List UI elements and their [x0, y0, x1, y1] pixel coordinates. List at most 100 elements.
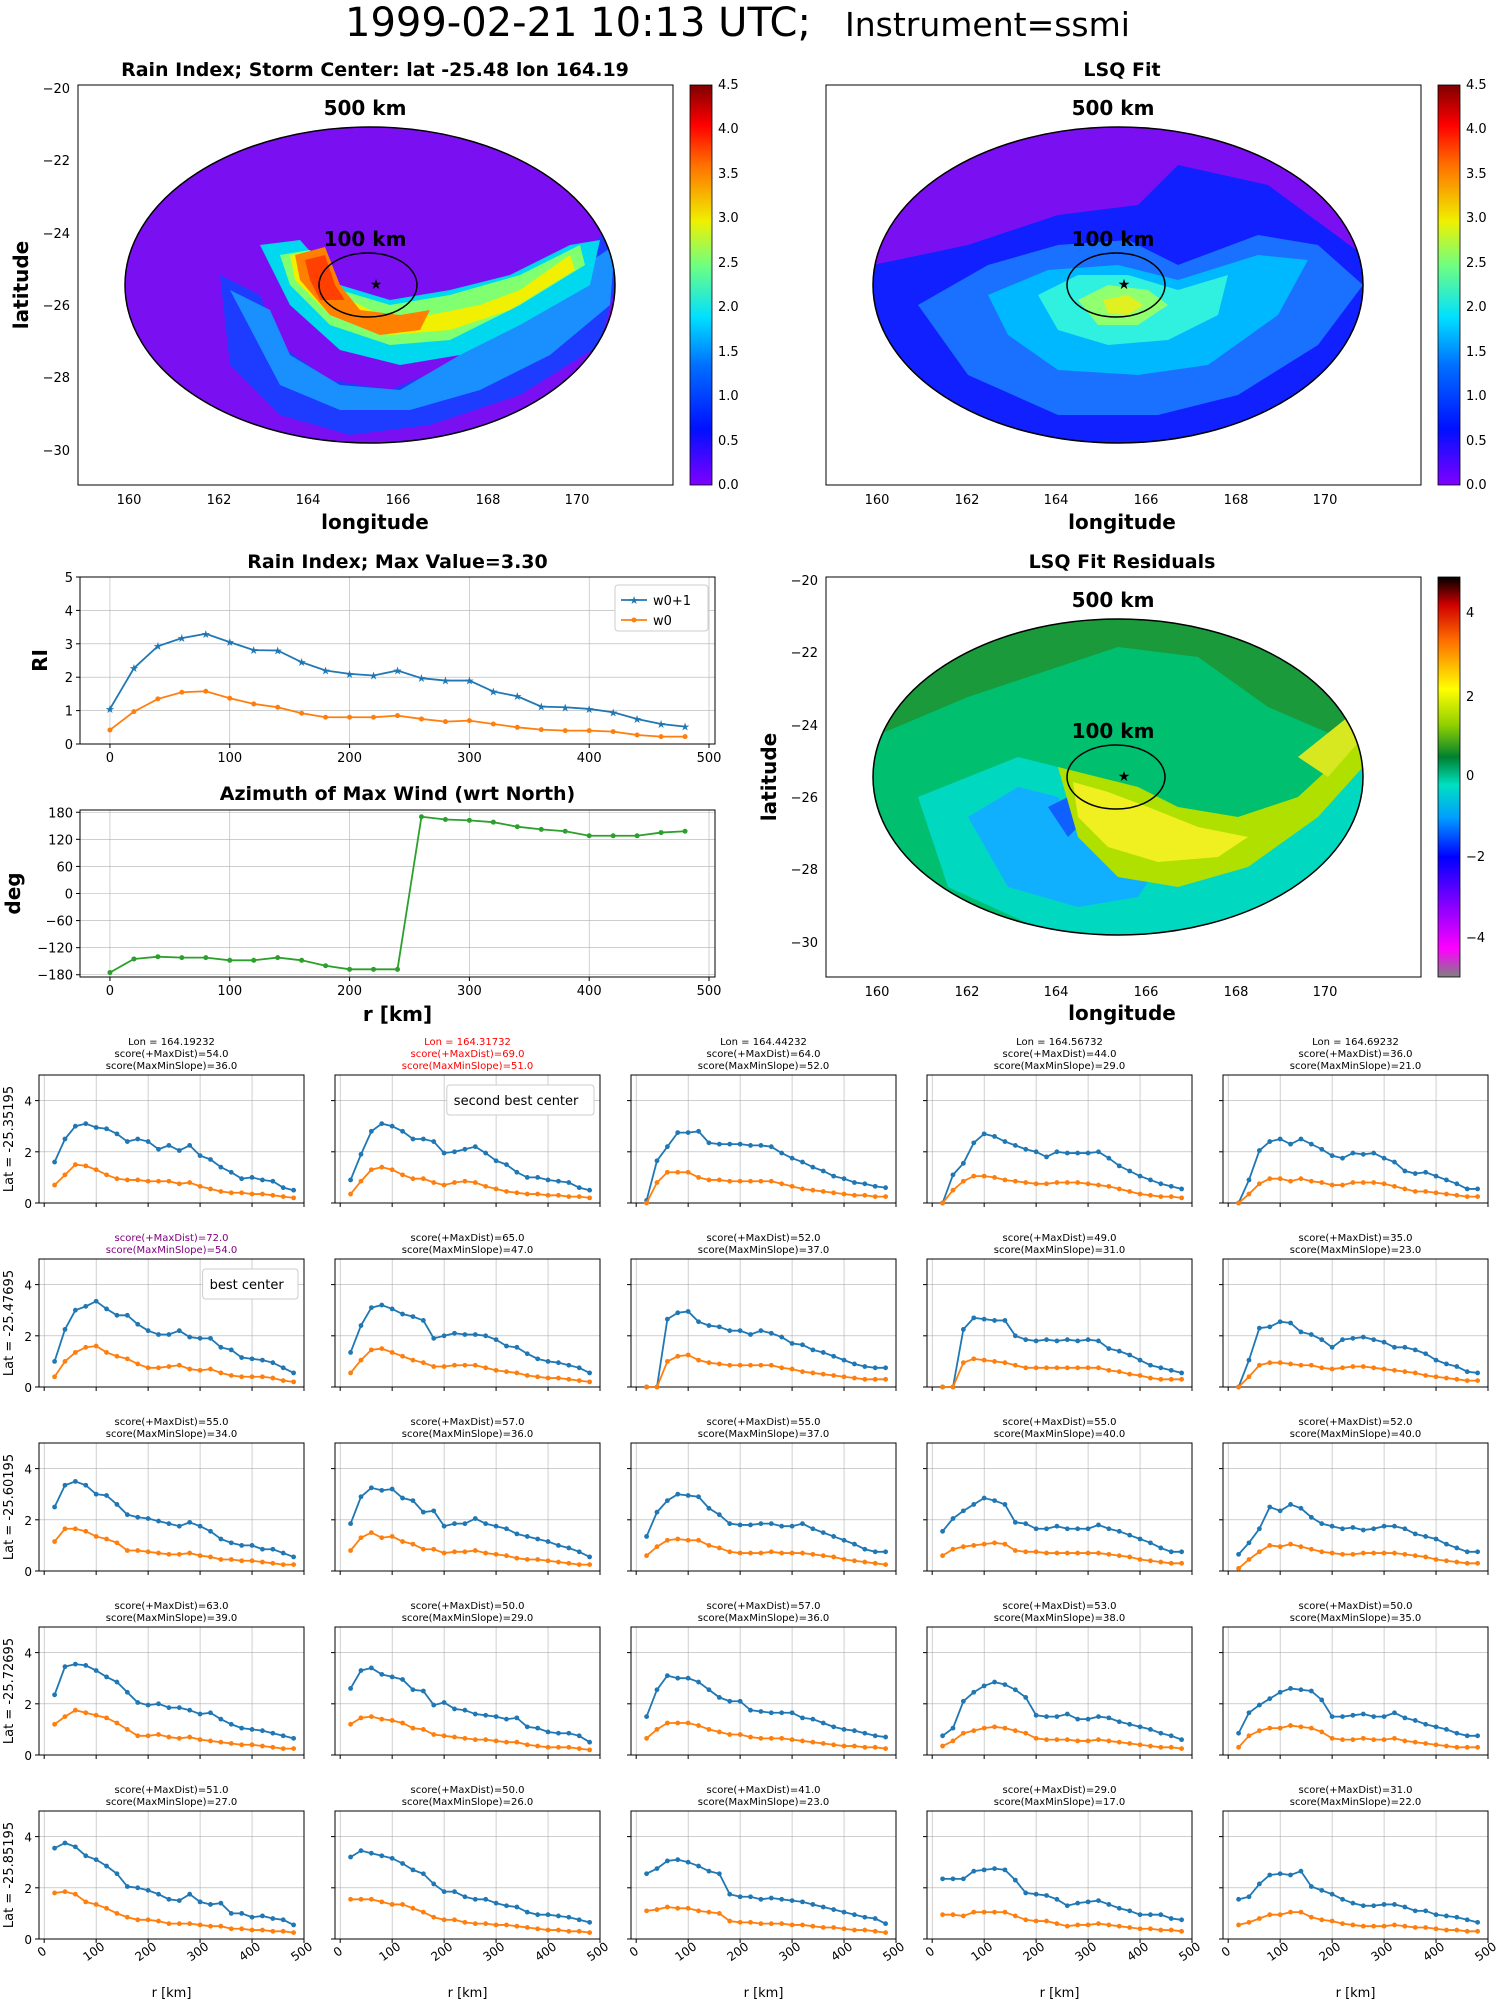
- grid-series-blue-point: [852, 1180, 857, 1185]
- grid-series-orange-point: [1236, 1744, 1241, 1750]
- grid-series-blue-point: [1298, 1329, 1304, 1335]
- grid-series-orange-point: [348, 1896, 353, 1902]
- grid-series-blue-point: [1106, 1715, 1112, 1721]
- y-tick-label: 4: [24, 1463, 32, 1477]
- ri-series-point: ★: [321, 665, 331, 678]
- grid-series-blue-point: [1433, 1357, 1439, 1363]
- grid-series-blue-point: [1392, 1344, 1397, 1350]
- grid-series-orange-point: [156, 1365, 161, 1371]
- grid-panel-header: score(+MaxDist)=63.0: [115, 1601, 229, 1612]
- azimuth-profile-chart: 0 100 200 300 400 500180120600−60−120−180Azim…: [1, 783, 721, 1026]
- grid-series-orange-point: [1475, 1744, 1481, 1750]
- grid-series-blue-point: [883, 1921, 889, 1927]
- grid-series-blue-point: [872, 1916, 878, 1921]
- az-title: Azimuth of Max Wind (wrt North): [220, 783, 576, 805]
- grid-series-blue-point: [1002, 1867, 1008, 1873]
- grid-series-blue-point: [960, 1508, 966, 1514]
- rain-map-cbar-tick: 2.5: [718, 256, 739, 271]
- grid-panel: score(+MaxDist)=49.0score(MaxMinSlope)=3…: [923, 1233, 1193, 1391]
- grid-series-blue-point: [1044, 1893, 1049, 1898]
- grid-series-blue-point: [1423, 1169, 1429, 1175]
- grid-series-orange-point: [114, 1353, 120, 1359]
- grid-series-blue-point: [1454, 1364, 1460, 1369]
- grid-series-blue-point: [1288, 1141, 1293, 1147]
- grid-series-orange-point: [135, 1917, 141, 1923]
- grid-series-blue-point: [654, 1866, 660, 1871]
- grid-series-blue-point: [1381, 1523, 1387, 1529]
- grid-series-orange-point: [1075, 1922, 1081, 1928]
- grid-panel-header: score(+MaxDist)=72.0: [115, 1233, 229, 1244]
- y-tick-label: 2: [65, 671, 73, 686]
- plot-frame: [38, 1626, 305, 1756]
- grid-series-orange-point: [566, 1376, 572, 1382]
- grid-series-orange-point: [1064, 1737, 1070, 1743]
- grid-series-blue-point: [1267, 1139, 1273, 1144]
- grid-series-blue-point: [883, 1734, 889, 1740]
- grid-panel-header: score(+MaxDist)=53.0: [1003, 1601, 1117, 1612]
- grid-series-blue-point: [1023, 1146, 1029, 1152]
- grid-panel: 0 100 200 300 400 500score(+MaxDist)=41.0scor…: [627, 1785, 907, 2000]
- grid-series-orange-point: [1137, 1742, 1143, 1748]
- grid-series-orange-point: [62, 1526, 68, 1532]
- grid-series-orange-point: [1085, 1922, 1091, 1928]
- grid-series-orange-point: [1116, 1369, 1122, 1375]
- grid-series-orange-point: [483, 1183, 489, 1189]
- grid-series-blue-point: [1256, 1881, 1262, 1887]
- grid-series-blue-point: [831, 1534, 837, 1539]
- rain-map-cbar-tick: 3.5: [718, 167, 739, 182]
- grid-series-blue-point: [576, 1733, 582, 1739]
- ri-series-point: [371, 714, 377, 720]
- grid-series-blue-point: [1096, 1714, 1101, 1719]
- grid-series-orange-point: [1054, 1737, 1060, 1743]
- grid-series-orange-point: [1277, 1912, 1283, 1918]
- grid-series-blue-point: [696, 1863, 701, 1869]
- grid-series-blue-point: [779, 1150, 785, 1156]
- grid-series-orange-point: [358, 1715, 364, 1721]
- grid-series-orange-point: [1433, 1742, 1439, 1748]
- grid-series-orange-point: [1002, 1725, 1008, 1731]
- grid-series-orange-point: [62, 1714, 68, 1719]
- grid-series-blue-point: [166, 1521, 172, 1527]
- grid-series-orange-point: [1319, 1365, 1325, 1371]
- grid-series-blue-point: [810, 1716, 816, 1722]
- grid-series-blue-point: [1137, 1357, 1143, 1363]
- x-tick-label: 500: [880, 1939, 907, 1964]
- grid-series-blue-point: [291, 1370, 297, 1376]
- grid-series-blue-point: [1360, 1711, 1366, 1717]
- grid-series-orange-point: [1444, 1558, 1449, 1564]
- grid-series-orange-point: [862, 1559, 868, 1565]
- ri-title: Rain Index; Max Value=3.30: [247, 551, 547, 573]
- grid-series-orange-point: [1023, 1180, 1029, 1185]
- grid-series-orange-point: [176, 1551, 182, 1557]
- grid-series-orange-point: [1012, 1548, 1018, 1553]
- plot-area: [335, 1259, 600, 1387]
- grid-series-blue-point: [462, 1707, 468, 1713]
- grid-series-orange-point: [280, 1746, 286, 1751]
- grid-series-orange-point: [431, 1546, 437, 1552]
- grid-series-blue-point: [280, 1550, 286, 1556]
- grid-series-orange-point: [748, 1734, 753, 1740]
- grid-series-blue-point: [1148, 1912, 1153, 1918]
- y-tick-label: 2: [24, 1330, 32, 1344]
- grid-series-orange-point: [1381, 1550, 1387, 1556]
- grid-series-blue-point: [675, 1310, 681, 1316]
- grid-series-blue-point: [280, 1733, 286, 1739]
- resid-map-cbar-tick: −4: [1466, 931, 1485, 946]
- plot-frame: [630, 1074, 897, 1204]
- grid-series-orange-point: [291, 1746, 297, 1751]
- grid-series-blue-point: [971, 1315, 977, 1321]
- grid-series-blue-point: [1127, 1908, 1133, 1914]
- grid-panel-header: score(+MaxDist)=57.0: [411, 1417, 525, 1428]
- plot-frame: [334, 1810, 601, 1940]
- rain-map-colorbar-ticks: 0.0 0.5 1.0 1.5 2.0 2.5 3.0 3.5 4.0 4.5: [718, 78, 739, 493]
- grid-series-orange-point: [400, 1172, 405, 1178]
- grid-series-orange-point: [1002, 1909, 1008, 1915]
- az-series-point: [227, 957, 233, 963]
- grid-series-orange-point: [1475, 1928, 1481, 1934]
- grid-series-blue-point: [768, 1895, 774, 1901]
- grid-series-orange-point: [664, 1359, 670, 1364]
- grid-series-blue-point: [1085, 1526, 1091, 1532]
- grid-series-blue-point: [135, 1321, 141, 1327]
- grid-series-blue-point: [368, 1665, 374, 1671]
- grid-series-orange-point: [883, 1376, 889, 1382]
